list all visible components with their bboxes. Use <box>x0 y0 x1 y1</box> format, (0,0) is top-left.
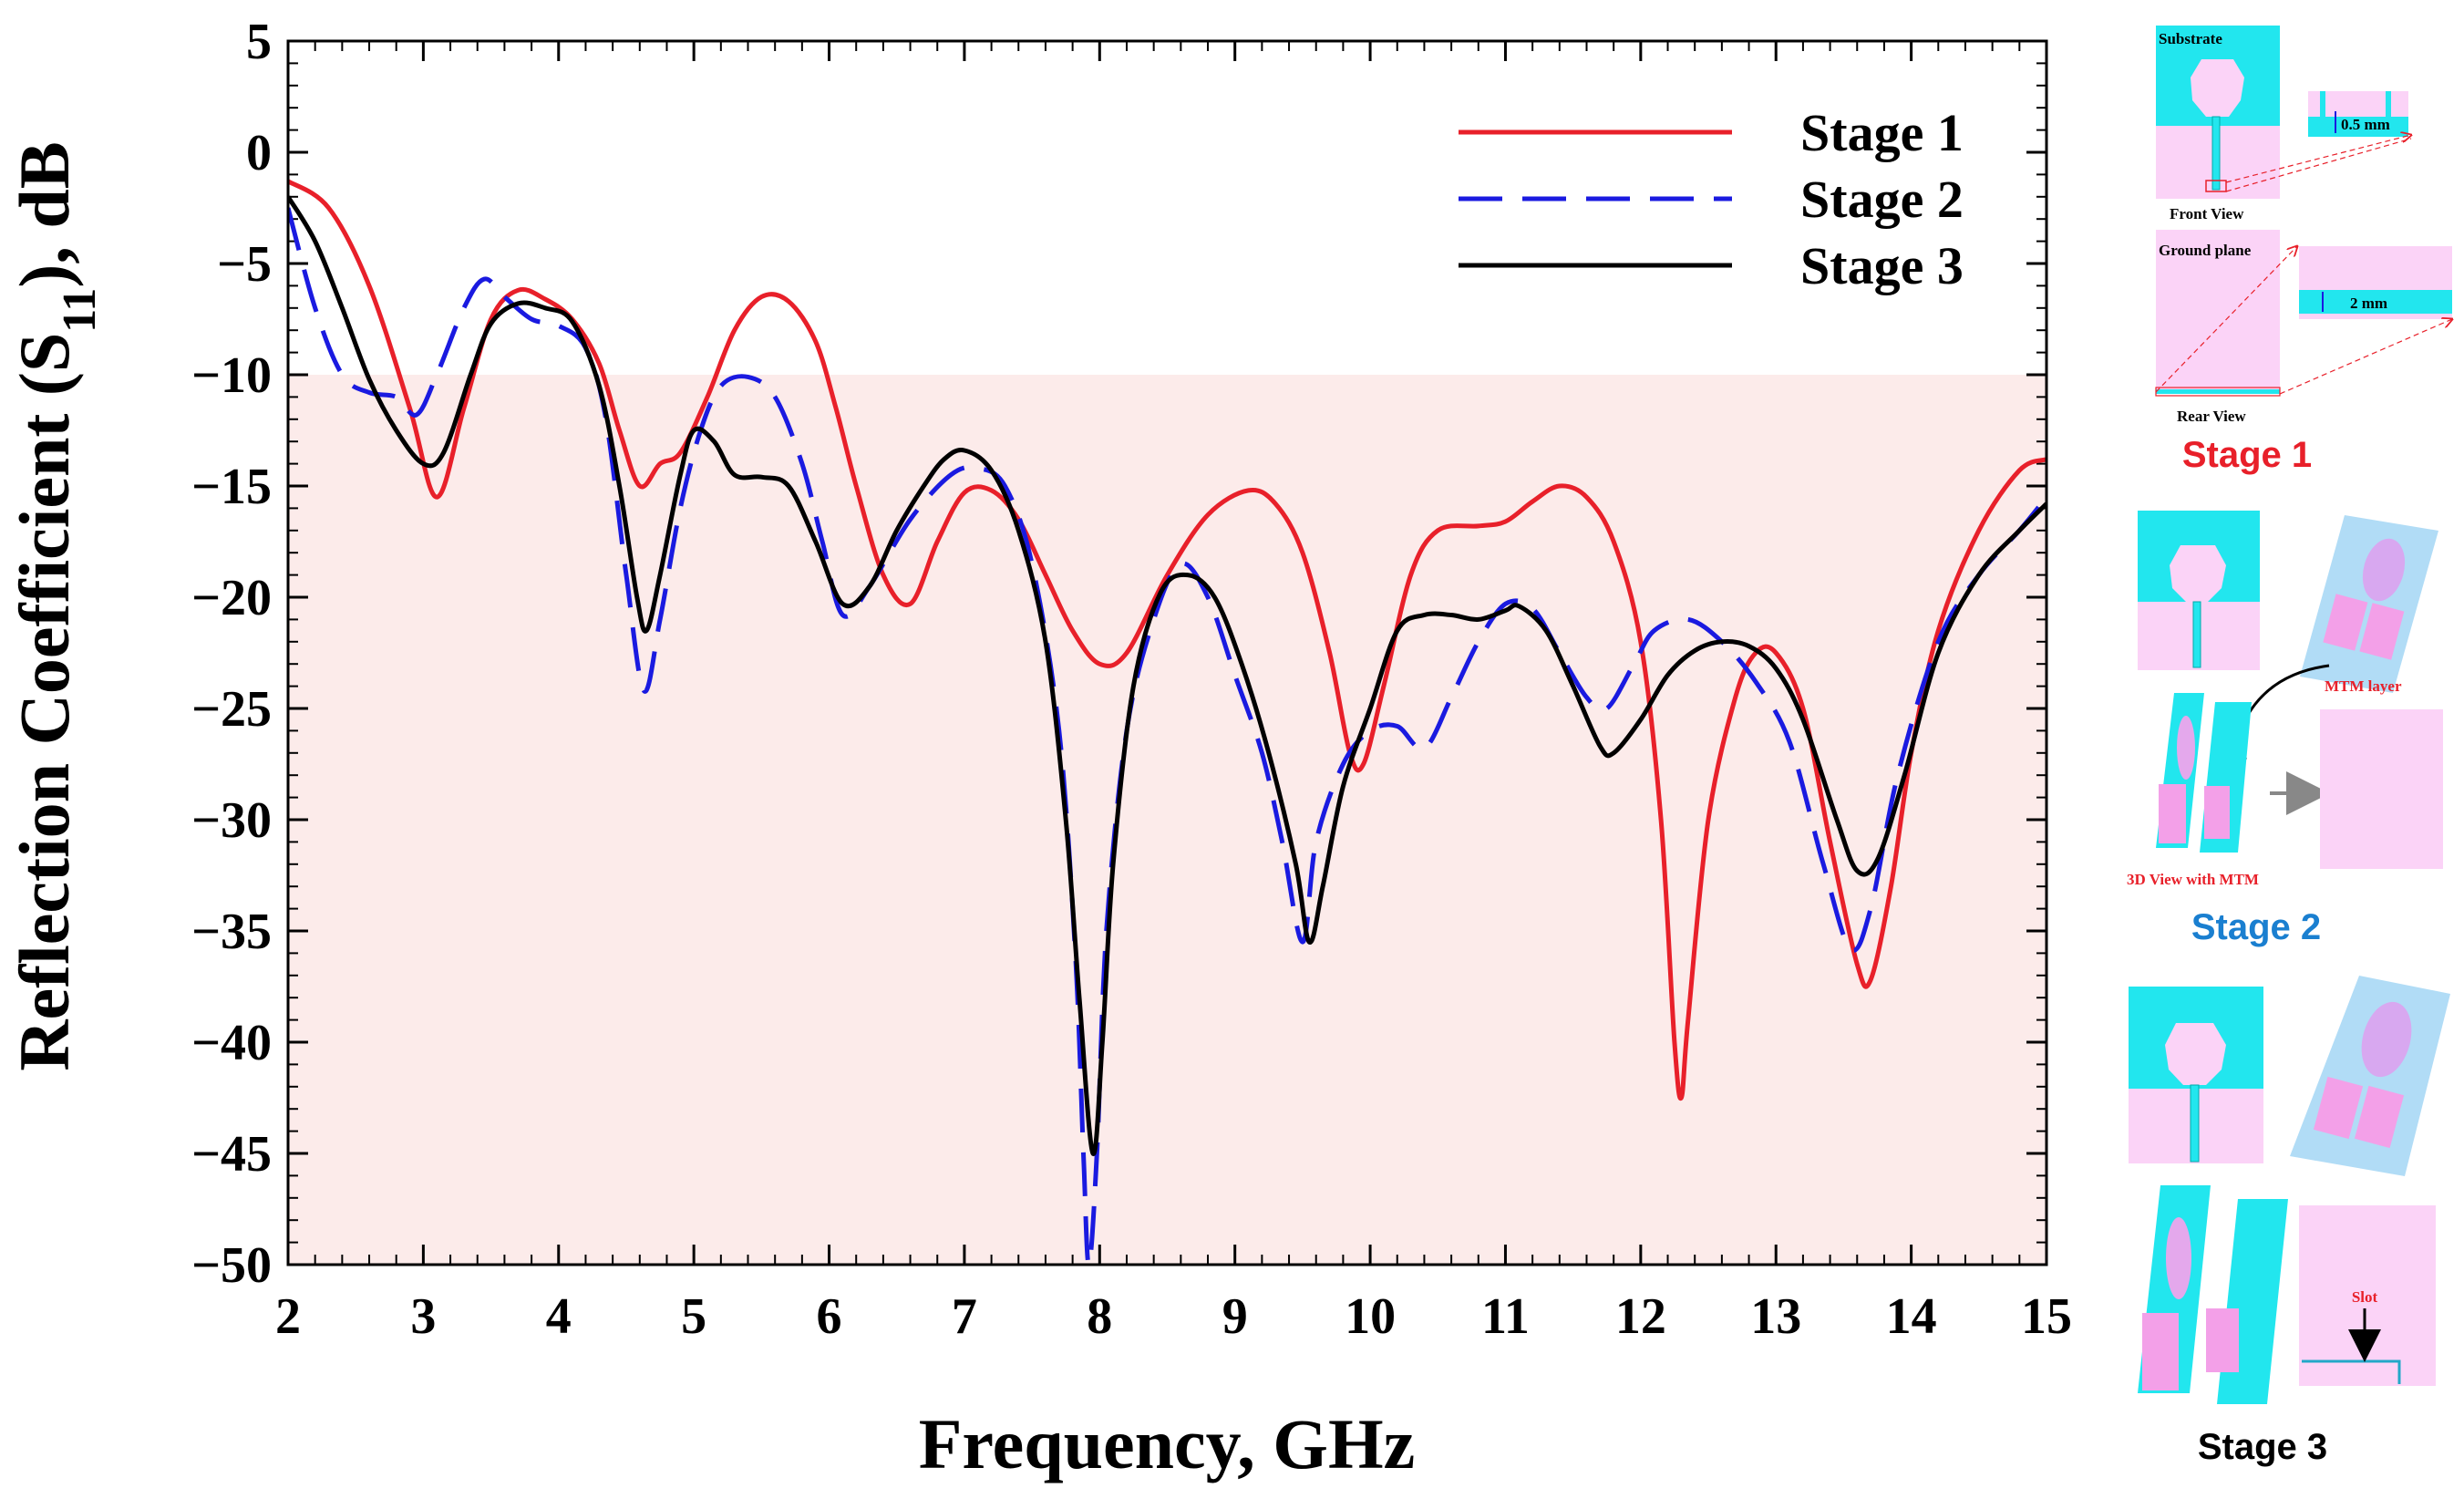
y-tick-label: −5 <box>217 236 272 293</box>
series-line-stage1 <box>288 179 2046 1101</box>
y-tick-label: −50 <box>191 1237 272 1294</box>
x-tick-label: 15 <box>2021 1288 2072 1345</box>
stage3-3d-stack <box>2290 976 2450 1176</box>
legend-label-stage1: Stage 1 <box>1800 103 1964 162</box>
stage1-zoom1-left <box>2320 91 2325 119</box>
zoom1-leader-b <box>2225 138 2412 192</box>
stage1-rear-ground <box>2156 230 2280 394</box>
stage3-slot <box>2302 1359 2401 1384</box>
stage2-mtm-cell-a <box>2323 594 2368 651</box>
x-tick-label: 9 <box>1222 1288 1248 1345</box>
x-tick-label: 11 <box>1481 1288 1530 1345</box>
stage2-3d-patch <box>2362 538 2406 602</box>
series-group <box>288 179 2046 1265</box>
y-tick-label: −20 <box>191 570 272 626</box>
stage3-title: Stage 3 <box>2198 1427 2327 1467</box>
y-tick-label: −30 <box>191 792 272 849</box>
x-tick-label: 7 <box>952 1288 977 1345</box>
stage1-patch <box>2191 59 2244 117</box>
stage3-mtm-cell-a <box>2313 1076 2364 1140</box>
x-tick-label: 6 <box>817 1288 842 1345</box>
x-axis-title: Frequency, GHz <box>919 1404 1416 1483</box>
rear-view-label: Rear View <box>2177 408 2246 425</box>
zoom2-leader-a <box>2155 246 2297 393</box>
stage2-3d-back-cells <box>2204 786 2230 839</box>
y-tick-label: −40 <box>191 1015 272 1071</box>
x-tick-label: 8 <box>1087 1288 1112 1345</box>
stage2-title: Stage 2 <box>2191 907 2321 947</box>
y-tick-label: −15 <box>191 459 272 515</box>
legend-label-stage3: Stage 3 <box>1800 236 1964 295</box>
zoom2-leader-b <box>2279 319 2452 395</box>
stage1-feedline <box>2211 116 2221 191</box>
stage1-title: Stage 1 <box>2182 435 2312 475</box>
dim2-label: 2 mm <box>2350 295 2387 312</box>
stage3-mtm-cell-b <box>2354 1085 2405 1149</box>
x-tick-label: 5 <box>681 1288 706 1345</box>
x-tick-label: 12 <box>1615 1288 1666 1345</box>
view3d-label: 3D View with MTM <box>2127 871 2259 888</box>
x-tick-label: 10 <box>1345 1288 1396 1345</box>
slot-label: Slot <box>2352 1288 2378 1306</box>
stage2-3d-front-ground <box>2159 784 2186 843</box>
mtm-layer-label: MTM layer <box>2325 677 2402 695</box>
stage2-mtm-cell-b <box>2359 603 2405 660</box>
series-line-stage2 <box>288 207 2046 1265</box>
plot-frame <box>286 39 2048 1266</box>
stage3-3d-back-cells <box>2206 1308 2239 1372</box>
inset-stage3: Slot Stage 3 <box>2129 976 2450 1467</box>
stage1-zoom1-right <box>2386 91 2391 119</box>
x-tick-label: 2 <box>275 1288 301 1345</box>
stage3-3d-front-ground <box>2142 1313 2179 1390</box>
stage3-3d-patch <box>2361 1001 2412 1078</box>
plot-area: 2 3 4 5 6 7 8 9 10 11 12 13 14 15 5 0 −5 −10 −15 −20 −25 −30… <box>191 14 2072 1345</box>
x-tick-label: 14 <box>1886 1288 1937 1345</box>
y-tick-label: −25 <box>191 681 272 738</box>
substrate-label: Substrate <box>2159 30 2222 47</box>
stage2-3d-front-patch <box>2177 716 2195 780</box>
front-view-label: Front View <box>2170 205 2244 222</box>
y-tick-label: −45 <box>191 1126 272 1183</box>
stage3-3d-back <box>2217 1199 2288 1404</box>
stage3-3d-front-patch <box>2166 1217 2191 1299</box>
y-tick-label: 5 <box>246 14 272 70</box>
x-tick-label: 4 <box>546 1288 572 1345</box>
stage1-detail-box <box>2205 180 2227 192</box>
stage3-patch <box>2165 1023 2226 1085</box>
dim1-label: 0.5 mm <box>2341 116 2390 133</box>
y-tick-label: −35 <box>191 904 272 960</box>
stage1-rear-strip <box>2156 389 2280 394</box>
y-axis-ticks: 5 0 −5 −10 −15 −20 −25 −30 −35 −40 −45 −50 <box>191 14 2046 1294</box>
legend: Stage 1 Stage 2 Stage 3 <box>1459 103 1964 295</box>
threshold-shade <box>288 375 2046 1265</box>
stage2-patch <box>2170 545 2226 602</box>
x-axis-ticks: 2 3 4 5 6 7 8 9 10 11 12 13 14 15 <box>275 41 2072 1345</box>
stage2-rear-ground <box>2320 709 2443 869</box>
series-line-stage3 <box>288 195 2046 1156</box>
y-tick-label: −10 <box>191 347 272 404</box>
stage2-feedline <box>2192 601 2201 668</box>
stage1-zoom2-strip <box>2299 290 2452 314</box>
stage1-zoom1-strip <box>2308 117 2408 137</box>
stage3-feedline <box>2190 1084 2200 1163</box>
zoom1-leader-a <box>2225 135 2411 183</box>
y-tick-label: 0 <box>246 125 272 181</box>
x-tick-label: 3 <box>410 1288 436 1345</box>
x-tick-label: 13 <box>1750 1288 1801 1345</box>
ground-plane-label: Ground plane <box>2159 242 2252 259</box>
legend-label-stage2: Stage 2 <box>1800 170 1964 229</box>
inset-stage1: Substrate Front View 0.5 mm Ground plane… <box>2155 26 2452 475</box>
y-axis-title: Reflection Coefficient (S11), dB <box>5 141 106 1071</box>
inset-stage2: MTM layer 3D View with MTM Stage 2 <box>2127 511 2443 947</box>
